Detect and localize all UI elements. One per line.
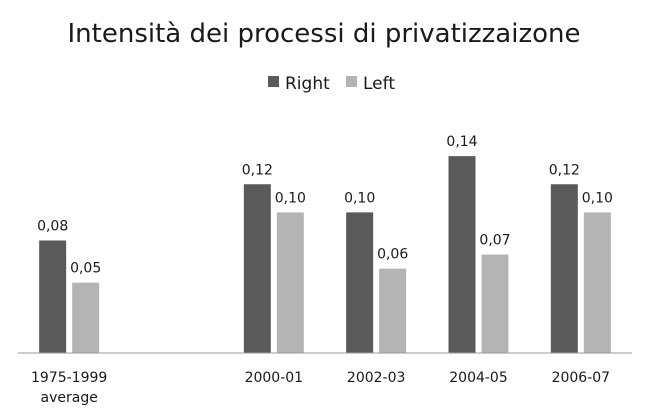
data-label-right-5: 0,12 [549, 162, 580, 178]
legend-label-left: Left [363, 74, 395, 94]
data-label-right-0: 0,08 [37, 219, 68, 235]
data-label-right-4: 0,14 [446, 134, 477, 150]
category-label-0-1: average [41, 390, 98, 406]
bar-right-3 [346, 212, 374, 353]
legend-swatch-left [346, 76, 357, 87]
category-label-0-0: 1975-1999 [31, 370, 107, 386]
data-label-left-3: 0,06 [377, 247, 408, 263]
data-labels: 0,080,050,120,10 0,100,060,140,070,120,10 [37, 134, 613, 277]
legend-label-right: Right [285, 74, 330, 94]
bar-left-3 [379, 268, 407, 353]
bar-left-2 [276, 212, 304, 353]
bar-left-4 [481, 254, 509, 353]
bar-left-5 [583, 212, 611, 353]
data-label-left-0: 0,05 [70, 261, 101, 277]
bars [39, 156, 611, 353]
data-label-right-3: 0,10 [344, 190, 375, 206]
category-label-4-0: 2004-05 [449, 370, 508, 386]
legend: Right Left [268, 74, 395, 94]
data-label-left-5: 0,10 [582, 190, 613, 206]
data-label-left-2: 0,10 [275, 190, 306, 206]
chart-title: Intensità dei processi di privatizzaizon… [68, 19, 581, 49]
data-label-right-2: 0,12 [242, 162, 273, 178]
bar-left-0 [72, 282, 100, 353]
category-label-2-0: 2000-01 [245, 370, 304, 386]
category-label-5-0: 2006-07 [552, 370, 611, 386]
bar-right-5 [550, 184, 578, 353]
category-labels: 1975-1999 average 2000-01 2002-03 2004-05 200… [31, 370, 610, 406]
legend-swatch-right [268, 76, 279, 87]
category-label-3-0: 2002-03 [347, 370, 406, 386]
data-label-left-4: 0,07 [479, 233, 510, 249]
bar-right-4 [448, 156, 476, 353]
bar-right-2 [243, 184, 271, 353]
bar-right-0 [39, 240, 67, 353]
